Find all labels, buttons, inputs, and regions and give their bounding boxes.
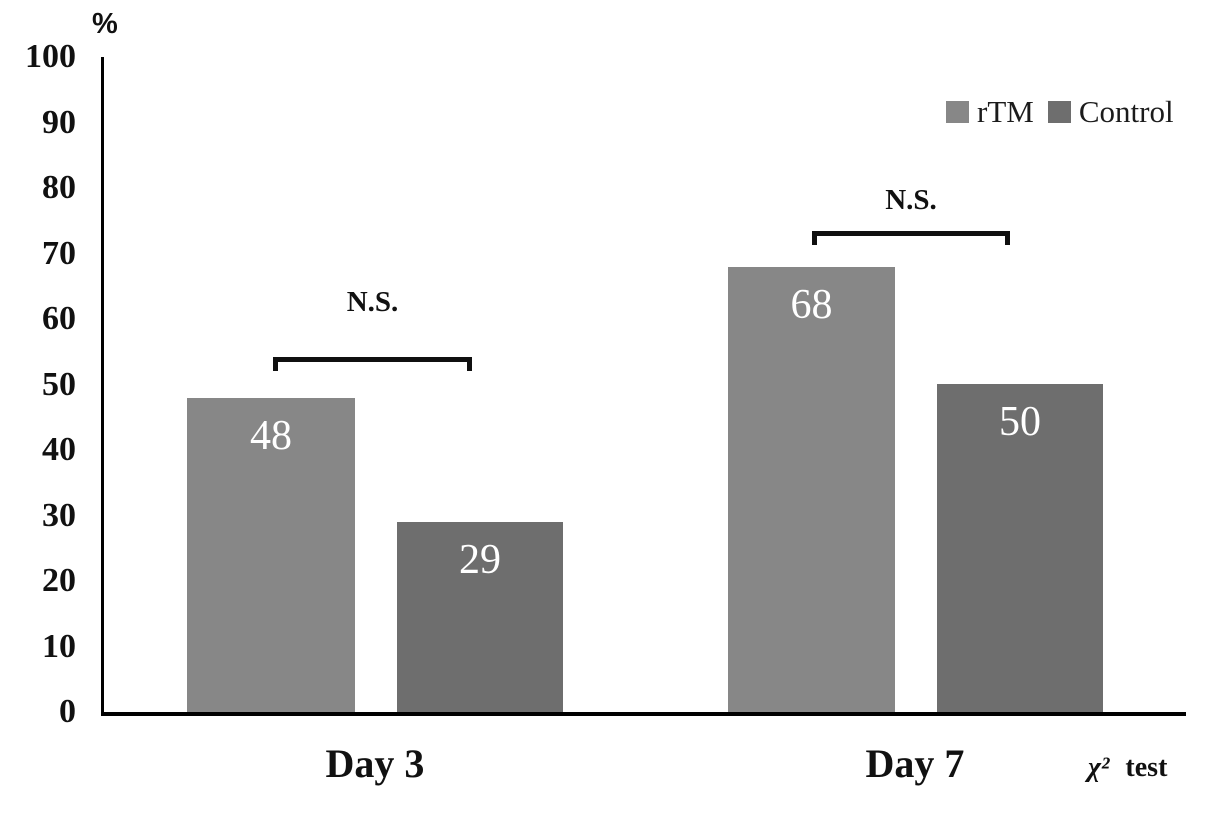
y-tick-label-50: 50 (42, 365, 76, 403)
y-tick-label-60: 60 (42, 300, 76, 337)
bar-value-label: 29 (459, 537, 501, 583)
y-tick-label-0: 0 (59, 693, 76, 730)
legend-item-rtm: rTM (946, 96, 1034, 127)
x-category-label-day7: Day 7 (865, 741, 965, 786)
bar-value-label: 68 (790, 282, 833, 328)
ns-label-day3: N.S. (346, 286, 399, 318)
bar-value-label: 48 (250, 413, 292, 459)
y-tick-label-20: 20 (42, 562, 76, 599)
ns-label-day7: N.S. (885, 184, 937, 216)
y-tick-label-10: 10 (42, 627, 76, 665)
y-axis-line (101, 57, 104, 713)
ns-bracket-day3 (273, 357, 472, 371)
legend-item-control: Control (1047, 94, 1174, 129)
legend-swatch-rtm (946, 100, 969, 123)
plot-area: 48 29 68 50 (103, 57, 1186, 712)
bar-day3-control: 29 (397, 522, 563, 712)
bar-day3-rtm: 48 (187, 398, 355, 712)
test-label: test (1125, 752, 1168, 783)
legend-label-control: Control (1078, 94, 1174, 129)
legend: rTM Control (946, 96, 1174, 127)
y-tick-label-40: 40 (42, 431, 76, 468)
y-tick-label-100: 100 (25, 38, 76, 75)
x-category-label-day3: Day 3 (325, 741, 425, 786)
legend-label-rtm: rTM (977, 94, 1034, 129)
ns-bracket-day7 (812, 231, 1010, 245)
bar-day7-rtm: 68 (728, 267, 895, 712)
y-axis-unit-label: % (92, 8, 118, 40)
y-tick-label-30: 30 (42, 496, 76, 534)
chi-square-test-note: χ² test (1088, 752, 1167, 784)
y-tick-label-70: 70 (42, 234, 76, 272)
y-tick-label-80: 80 (42, 169, 76, 206)
legend-swatch-control (1047, 100, 1071, 123)
x-axis-line (101, 712, 1186, 716)
bar-day7-control: 50 (937, 384, 1103, 712)
bar-value-label: 50 (999, 399, 1041, 445)
chi-square-symbol: χ² (1088, 752, 1110, 783)
y-tick-label-90: 90 (42, 103, 76, 141)
